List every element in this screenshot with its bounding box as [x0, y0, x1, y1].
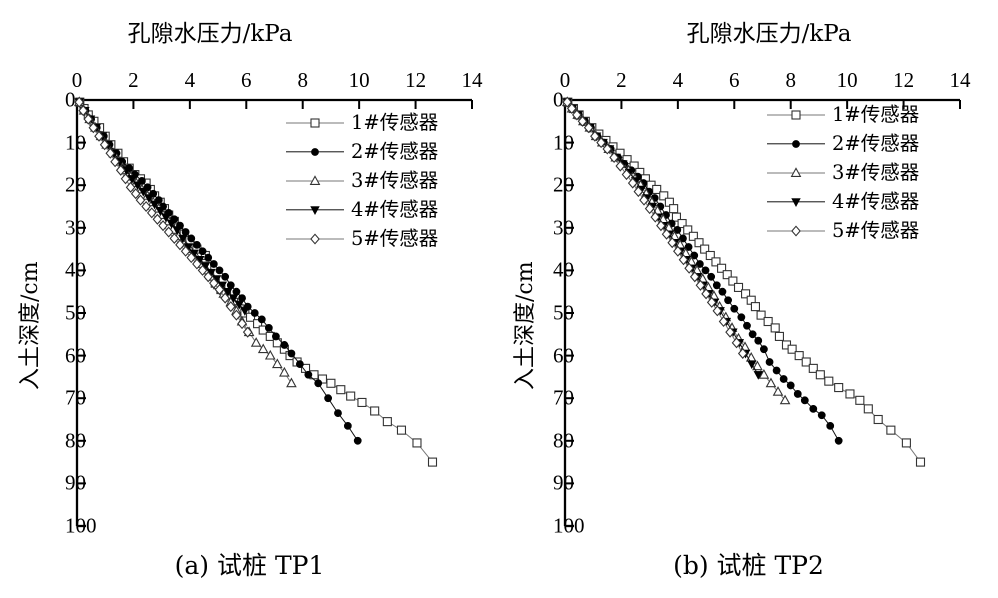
panel-caption-b: (b) 试桩 TP2 [673, 551, 824, 580]
x-tick-label: 0 [559, 68, 571, 92]
legend-marker-icon [767, 108, 825, 122]
legend-item[interactable]: 2#传感器 [767, 129, 919, 158]
legend-item[interactable]: 4#传感器 [286, 195, 438, 224]
x-tick-label: 8 [785, 68, 796, 92]
plot-area-tp1 [73, 96, 473, 528]
legend-marker-icon [767, 195, 825, 209]
legend-label: 5#传感器 [351, 226, 439, 250]
legend-label: 1#传感器 [351, 110, 439, 134]
legend-tp1: 1#传感器 2#传感器 3#传感器 4#传感器 5#传感器 [286, 108, 438, 253]
x-tick-label: 10 [836, 68, 858, 92]
legend-label: 2#传感器 [351, 139, 439, 163]
x-tick-label: 12 [405, 68, 427, 92]
legend-label: 1#传感器 [832, 102, 920, 126]
x-axis-title: 孔隙水压力/kPa [686, 21, 852, 47]
x-tick-label: 2 [128, 68, 139, 92]
legend-marker-icon [767, 166, 825, 180]
legend-marker-icon [767, 224, 825, 238]
x-tick-label: 4 [184, 68, 196, 92]
legend-item[interactable]: 1#传感器 [286, 108, 438, 137]
legend-label: 5#传感器 [832, 218, 920, 242]
legend-item[interactable]: 5#传感器 [286, 224, 438, 253]
x-tick-label: 4 [672, 68, 684, 92]
legend-item[interactable]: 1#传感器 [767, 100, 919, 129]
legend-item[interactable]: 3#传感器 [767, 158, 919, 187]
legend-marker-icon [286, 145, 344, 159]
legend-item[interactable]: 2#传感器 [286, 137, 438, 166]
panel-tp1: 孔隙水压力/kPa 入土深度/cm 0 2 4 6 8 10 12 14 0 10 20 30 40 50… [18, 21, 483, 580]
x-tick-label: 14 [949, 68, 971, 92]
x-tick-label: 14 [461, 68, 483, 92]
legend-marker-icon [286, 203, 344, 217]
panel-tp2: 孔隙水压力/kPa 入土深度/cm 0 2 4 6 8 10 12 14 0 10 20 30 40 50… [499, 0, 998, 598]
x-tick-label: 12 [893, 68, 915, 92]
x-tick-label: 6 [729, 68, 740, 92]
x-tick-label: 6 [241, 68, 252, 92]
x-axis-title: 孔隙水压力/kPa [127, 21, 293, 47]
legend-label: 4#传感器 [351, 197, 439, 221]
legend-label: 3#传感器 [832, 160, 920, 184]
x-tick-label: 10 [348, 68, 370, 92]
legend-marker-icon [286, 116, 344, 130]
legend-marker-icon [286, 174, 344, 188]
legend-item[interactable]: 5#传感器 [767, 216, 919, 245]
legend-item[interactable]: 3#传感器 [286, 166, 438, 195]
legend-marker-icon [767, 137, 825, 151]
x-tick-label: 0 [71, 68, 83, 92]
legend-label: 2#传感器 [832, 131, 920, 155]
panel-caption-a: (a) 试桩 TP1 [174, 551, 325, 580]
legend-item[interactable]: 4#传感器 [767, 187, 919, 216]
x-tick-label: 2 [616, 68, 627, 92]
legend-tp2: 1#传感器 2#传感器 3#传感器 4#传感器 5#传感器 [767, 100, 919, 245]
legend-label: 3#传感器 [351, 168, 439, 192]
legend-marker-icon [286, 232, 344, 246]
x-tick-label: 8 [297, 68, 308, 92]
plot-area-tp2 [561, 96, 961, 528]
legend-label: 4#传感器 [832, 189, 920, 213]
